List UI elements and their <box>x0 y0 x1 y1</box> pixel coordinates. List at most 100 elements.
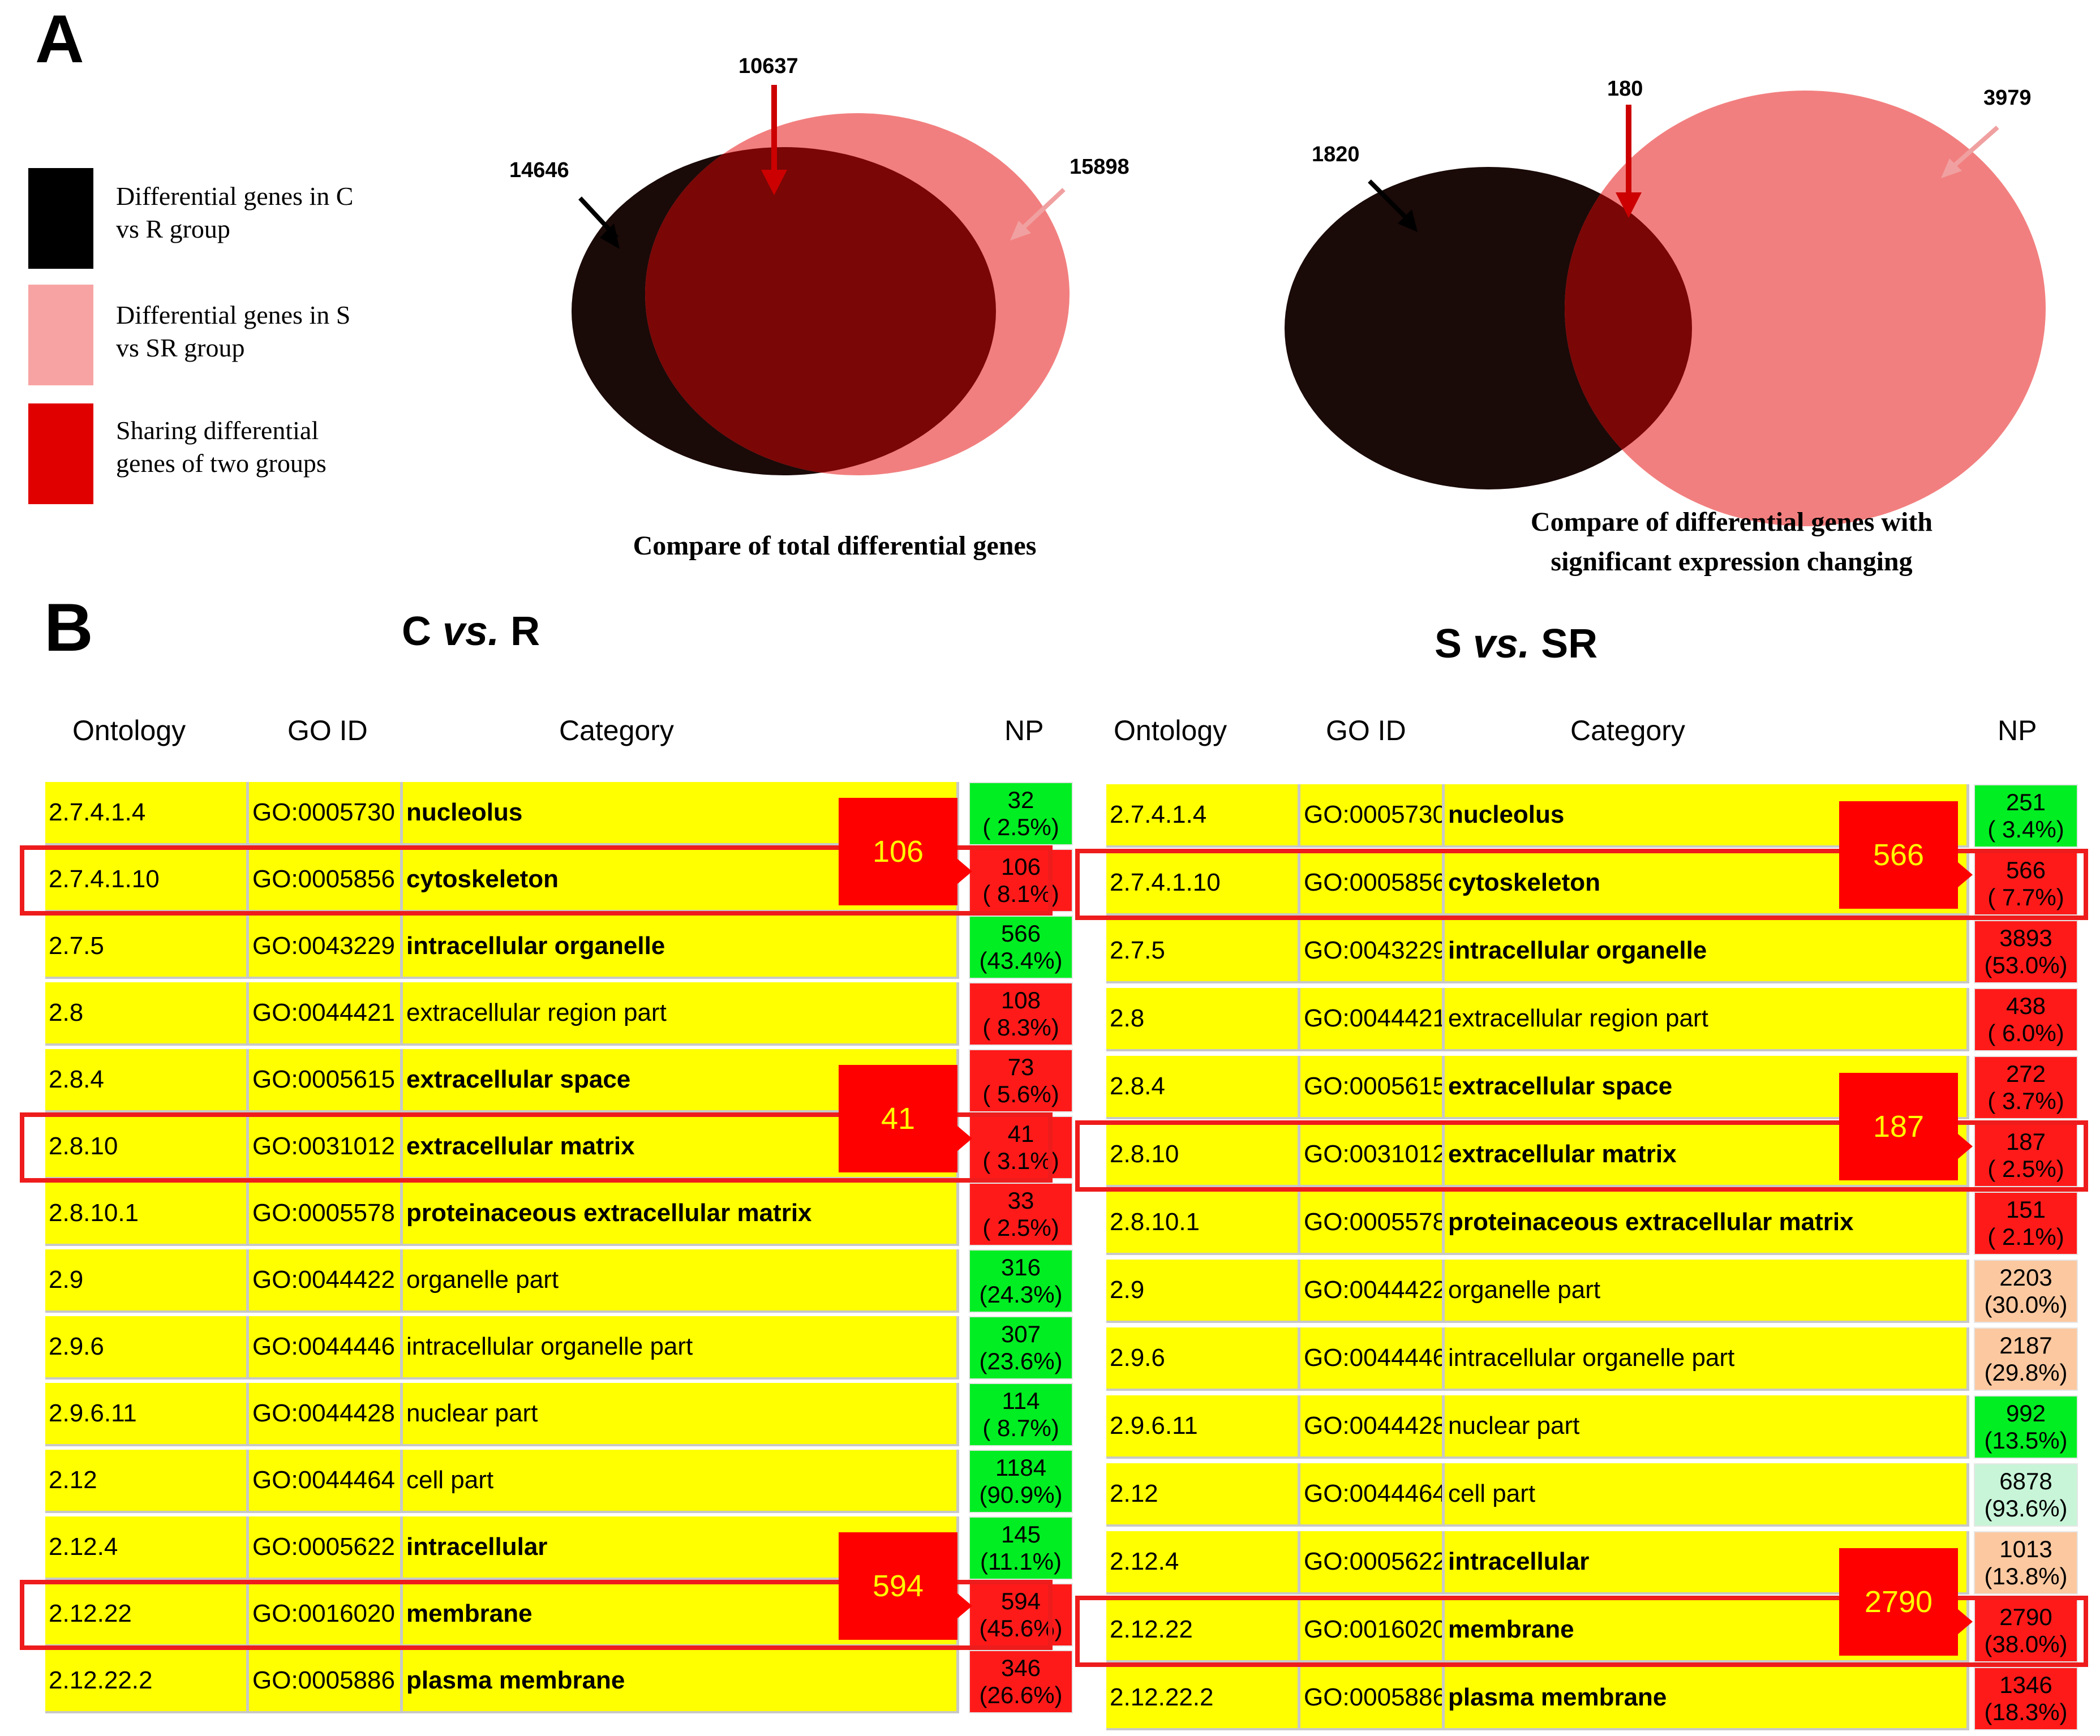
np-percent: (26.6%) <box>979 1682 1063 1708</box>
ontology-cell: 2.12.4 <box>45 1516 249 1580</box>
go-id-cell: GO:0031012 <box>249 1116 403 1179</box>
category-cell: plasma membrane <box>1445 1667 1969 1730</box>
category-cell-text: cytoskeleton <box>406 865 559 893</box>
np-count: 272 <box>2005 1060 2046 1087</box>
go-id-cell-text: GO:0044464 <box>252 1466 395 1494</box>
ontology-cell-text: 2.9.6.11 <box>49 1399 137 1427</box>
np-percent: (30.0%) <box>1984 1291 2068 1318</box>
count-callout: 566 <box>1839 801 1958 909</box>
ontology-cell: 2.7.4.1.4 <box>45 782 249 845</box>
np-cell: 114( 8.7%) <box>969 1383 1073 1446</box>
np-percent: ( 8.7%) <box>982 1415 1059 1441</box>
np-percent: (38.0%) <box>1984 1631 2068 1657</box>
np-count: 6878 <box>1999 1468 2052 1494</box>
np-percent: (93.6%) <box>1984 1495 2068 1522</box>
ontology-cell-text: 2.8 <box>49 999 84 1026</box>
table-row: 2.12.22.2 GO:0005886 plasma membrane 1346 (1… <box>0 1667 2100 1734</box>
category-cell-text: intracellular organelle <box>406 932 665 960</box>
ontology-cell: 2.8.10 <box>1106 1124 1300 1187</box>
category-cell: organelle part <box>403 1249 959 1313</box>
category-cell-text: extracellular region part <box>406 999 667 1026</box>
callout-pointer <box>957 859 972 884</box>
np-count: 566 <box>1000 920 1041 947</box>
col-head-np-left: NP <box>1004 715 1044 746</box>
ontology-cell: 2.7.5 <box>45 916 249 979</box>
go-id-cell-text: GO:0005886 <box>252 1666 395 1694</box>
np-count: 145 <box>1000 1521 1041 1548</box>
ontology-cell: 2.9 <box>1106 1260 1300 1323</box>
table-row: 2.12.22.2 GO:0005886 plasma membrane 346 (26… <box>0 1650 2100 1717</box>
go-id-cell-text: GO:0044421 <box>1304 1004 1445 1032</box>
go-id-cell: GO:0044428 <box>249 1383 403 1446</box>
np-cell: 992 (13.5%) <box>1974 1395 2078 1459</box>
category-cell-text: intracellular <box>406 1533 548 1561</box>
np-cell: 438( 6.0%) <box>1974 988 2078 1051</box>
category-cell: extracellular region part <box>403 982 959 1046</box>
category-cell-text: organelle part <box>406 1266 559 1294</box>
category-cell-text: membrane <box>406 1600 532 1627</box>
venn-sig-right-circle <box>1565 91 2046 526</box>
np-percent: (90.9%) <box>979 1481 1063 1508</box>
ontology-cell-text: 2.8.10 <box>1110 1140 1179 1168</box>
category-cell-text: nucleolus <box>406 798 523 826</box>
category-cell: cell part <box>1445 1463 1969 1527</box>
group-title-s-vs-sr: S vs. SR <box>1435 621 1597 667</box>
category-cell-text: organelle part <box>1448 1276 1601 1304</box>
col-head-ontology-left: Ontology <box>72 715 186 746</box>
np-cell: 108( 8.3%) <box>969 982 1073 1046</box>
ontology-cell-text: 2.8.10 <box>49 1132 118 1160</box>
go-id-cell: GO:0044422 <box>1300 1260 1445 1323</box>
np-cell: 566 (43.4%) <box>969 916 1073 979</box>
table-row: 2.8 GO:0044421 extracellular region part 10… <box>0 982 2100 1049</box>
np-cell: 2203 (30.0%) <box>1974 1260 2078 1323</box>
ontology-cell: 2.7.5 <box>1106 920 1300 983</box>
highlight-box <box>1075 1596 2088 1667</box>
highlight-box <box>20 1112 1053 1183</box>
go-id-cell: GO:0005615 <box>249 1049 403 1112</box>
np-cell: 346 (26.6%) <box>969 1650 1073 1713</box>
np-cell: 32( 2.5%) <box>969 782 1073 845</box>
category-cell: proteinaceous extracellular matrix <box>403 1183 959 1246</box>
np-percent: (43.4%) <box>979 947 1063 974</box>
go-id-cell-text: GO:0031012 <box>1304 1140 1445 1168</box>
arrow-total-shared <box>761 85 787 195</box>
go-id-cell-text: GO:0005578 <box>1304 1208 1445 1236</box>
np-percent: ( 2.1%) <box>1987 1223 2064 1250</box>
go-id-cell: GO:0005622 <box>1300 1531 1445 1595</box>
ontology-cell-text: 2.8.10.1 <box>1110 1208 1200 1236</box>
table-row: 2.9 GO:0044422 organelle part 316 (24.3%) <box>0 1249 2100 1316</box>
go-id-cell: GO:0005856 <box>249 849 403 912</box>
np-cell: 1184 (90.9%) <box>969 1450 1073 1513</box>
go-id-cell: GO:0043229 <box>1300 920 1445 983</box>
go-id-cell: GO:0044464 <box>1300 1463 1445 1527</box>
np-percent: (13.8%) <box>1984 1563 2068 1589</box>
np-percent: ( 2.5%) <box>1987 1155 2064 1182</box>
highlight-box <box>20 1580 1053 1650</box>
table-row: 2.8.4 GO:0005615 extracellular space 272( 3… <box>0 1056 2100 1123</box>
ontology-cell-text: 2.9.6 <box>1110 1344 1165 1372</box>
ontology-cell-text: 2.8 <box>1110 1004 1145 1032</box>
ontology-cell: 2.8.4 <box>45 1049 249 1112</box>
go-id-cell-text: GO:0016020 <box>252 1600 395 1627</box>
callout-pointer <box>1958 862 1973 887</box>
go-id-cell: GO:0044464 <box>249 1450 403 1513</box>
ontology-cell-text: 2.12 <box>49 1466 97 1494</box>
venn-sig-caption: Compare of differential genes with signi… <box>1530 507 1933 577</box>
venn-sig-shared-count: 180 <box>1607 77 1643 101</box>
col-head-np-right: NP <box>1998 715 2037 746</box>
go-id-cell: GO:0016020 <box>1300 1599 1445 1662</box>
venn-total-right-count: 15898 <box>1070 155 1130 179</box>
np-percent: ( 8.3%) <box>982 1014 1059 1041</box>
ontology-cell-text: 2.8.4 <box>1110 1072 1165 1100</box>
np-percent: (23.6%) <box>979 1348 1063 1374</box>
category-cell-text: plasma membrane <box>406 1666 625 1694</box>
count-callout: 187 <box>1839 1073 1958 1180</box>
np-count: 114 <box>1002 1387 1040 1414</box>
np-percent: ( 2.5%) <box>982 1214 1059 1241</box>
go-id-cell-text: GO:0043229 <box>1304 936 1445 964</box>
legend-label-s-vs-sr: Differential genes in S vs SR group <box>116 300 351 362</box>
category-cell: nuclear part <box>403 1383 959 1446</box>
col-head-goid-left: GO ID <box>287 715 368 746</box>
legend-swatch-s-vs-sr <box>28 285 93 385</box>
ontology-cell-text: 2.7.5 <box>49 932 104 960</box>
